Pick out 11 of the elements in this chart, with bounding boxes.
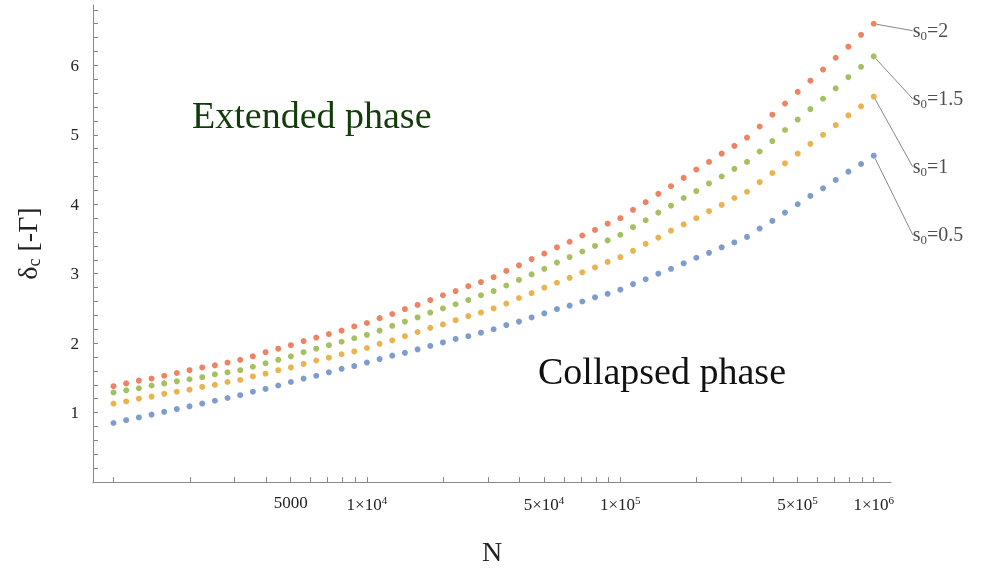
x-axis-title: N bbox=[481, 535, 503, 567]
y-tick-label: 3 bbox=[70, 264, 79, 284]
annotation: Extended phase bbox=[192, 94, 432, 136]
y-tick-label: 1 bbox=[70, 403, 79, 423]
annotation: Collapsed phase bbox=[538, 350, 787, 392]
y-tick-label: 2 bbox=[70, 333, 79, 353]
x-tick-label: 5000 bbox=[273, 493, 308, 512]
y-tick-label: 6 bbox=[70, 55, 79, 75]
y-tick-label: 4 bbox=[70, 194, 80, 214]
y-axis-title: δc [-Γ] bbox=[11, 207, 44, 280]
y-tick-label: 5 bbox=[70, 125, 79, 145]
